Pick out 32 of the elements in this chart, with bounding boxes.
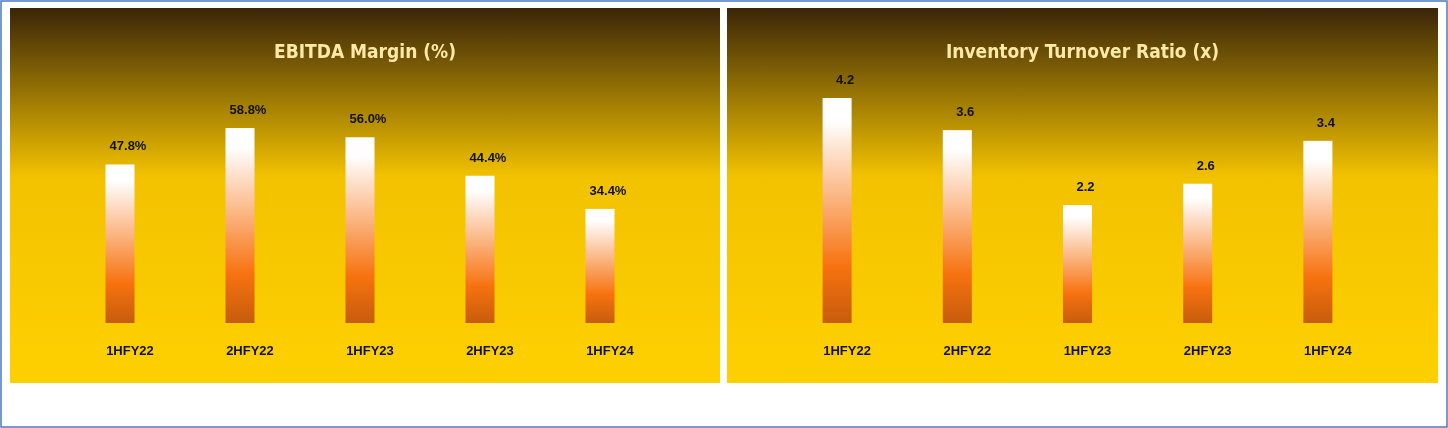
bar: [822, 98, 852, 323]
x-tick-label: 1HFY24: [586, 343, 635, 358]
x-tick-label: 1HFY23: [1063, 343, 1112, 358]
data-label: 4.2: [836, 72, 855, 87]
data-label: 58.8%: [229, 102, 267, 117]
x-tick-label: 2HFY23: [466, 343, 514, 358]
bar: [1303, 140, 1333, 323]
bar: [465, 175, 495, 323]
data-label: 34.4%: [589, 182, 627, 198]
data-label: 44.4%: [469, 149, 507, 165]
data-label: 56.0%: [349, 111, 387, 127]
bar: [225, 128, 255, 323]
bar: [345, 137, 375, 323]
bar: [585, 208, 615, 323]
chart-title: EBITDA Margin (%): [273, 40, 457, 62]
chart-title: Inventory Turnover Ratio (x): [945, 40, 1220, 62]
x-tick-label: 1HFY22: [823, 343, 871, 358]
x-tick-label: 2HFY22: [226, 343, 274, 358]
bar: [942, 130, 972, 323]
x-tick-label: 1HFY22: [106, 343, 154, 358]
x-tick-label: 2HFY23: [1183, 343, 1232, 358]
data-label: 3.6: [956, 104, 975, 120]
data-label: 2.6: [1196, 157, 1215, 173]
x-tick-label: 1HFY24: [1304, 343, 1353, 358]
x-tick-label: 1HFY23: [346, 343, 394, 358]
data-label: 2.2: [1076, 179, 1095, 195]
bar: [105, 164, 135, 323]
bar: [1183, 183, 1213, 323]
data-label: 3.4: [1316, 114, 1336, 130]
data-label: 47.8%: [109, 138, 147, 154]
bar: [1063, 205, 1092, 323]
x-tick-label: 2HFY22: [943, 343, 992, 358]
